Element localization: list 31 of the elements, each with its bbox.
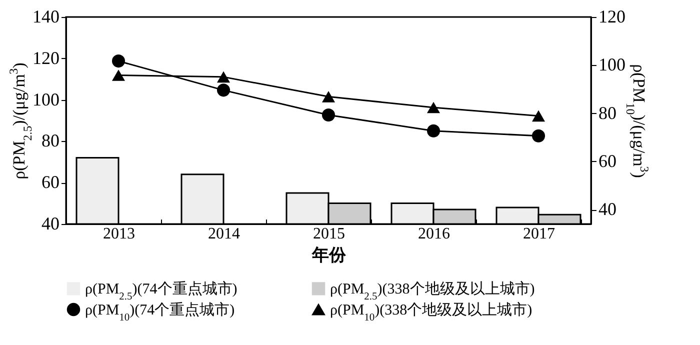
legend-label: ρ(PM$_{10}$)(338个地级及以上城市) [330, 302, 532, 323]
y-tick-label: 80 [42, 130, 60, 151]
y-tick-label: 100 [32, 89, 60, 110]
point [216, 71, 230, 83]
x-tick-label: 2017 [523, 226, 555, 242]
y2-tick-label: 60 [598, 150, 616, 171]
y-tick-label: 120 [32, 48, 60, 68]
point [322, 108, 336, 122]
y2-tick-label: 120 [598, 6, 626, 26]
y-tick-label: 140 [32, 6, 60, 26]
x-tick-label: 2013 [103, 226, 135, 242]
point [112, 54, 126, 68]
x-tick-label: 2016 [418, 226, 450, 242]
point [532, 110, 546, 122]
point [532, 129, 546, 142]
legend-label: ρ(PM$_{2.5}$)(74个重点城市) [85, 280, 238, 302]
legend-label: ρ(PM$_{2.5}$)(338个地级及以上城市) [330, 280, 535, 302]
point [216, 84, 230, 97]
y-tick-label: 40 [42, 214, 60, 234]
x-axis-title: 年份 [311, 246, 347, 264]
y2-tick-label: 40 [598, 199, 616, 220]
point [426, 102, 440, 114]
y2-tick-label: 80 [598, 102, 616, 123]
y2-tick-label: 100 [598, 54, 626, 75]
point [426, 124, 440, 138]
point [322, 91, 336, 102]
legend-label: ρ(PM$_{10}$)(74个重点城市) [85, 302, 235, 323]
x-tick-label: 2014 [208, 226, 240, 242]
x-tick-label: 2015 [313, 226, 345, 242]
y-tick-label: 60 [42, 172, 60, 192]
point [112, 70, 126, 81]
